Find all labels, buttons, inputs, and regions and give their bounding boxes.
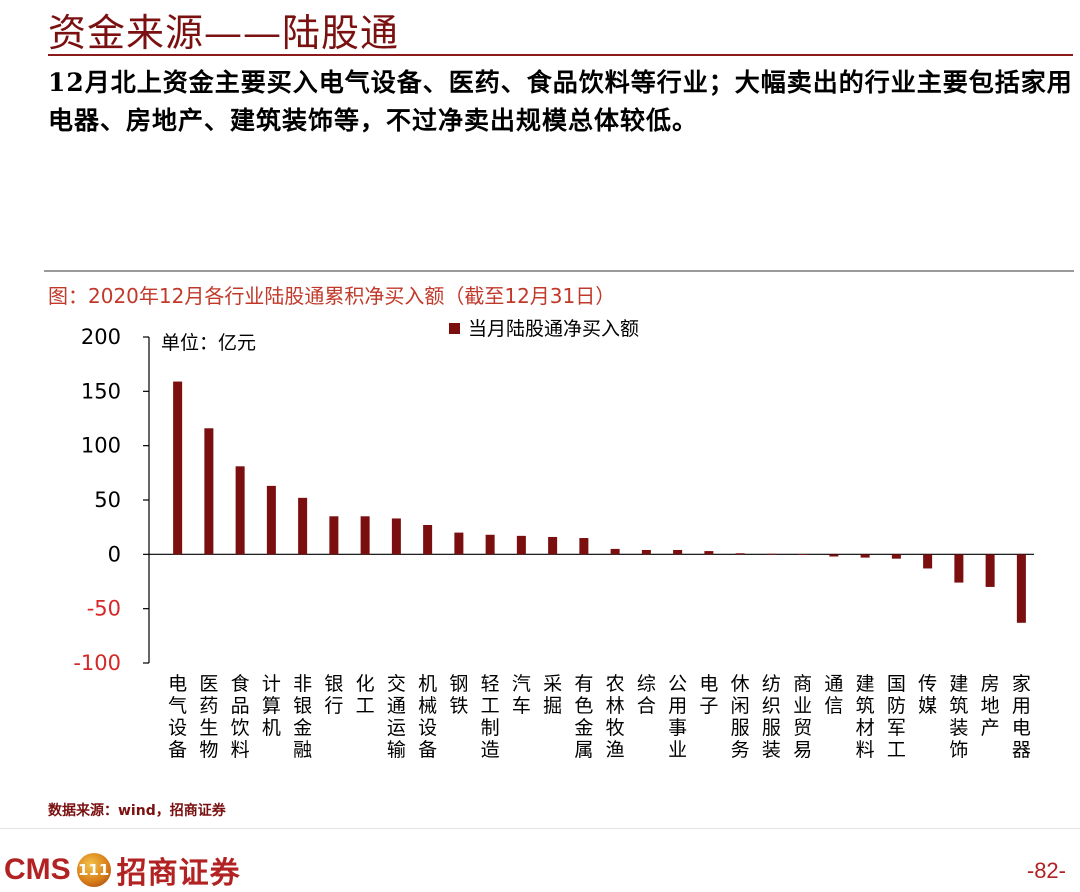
x-tick-label: 医药生物	[199, 673, 218, 761]
bar	[891, 554, 901, 559]
x-tick-label: 公用事业	[668, 673, 687, 761]
x-tick-label: 食品饮料	[231, 673, 250, 761]
bar	[485, 534, 495, 555]
x-tick-label: 银行	[324, 673, 343, 717]
logo-cms-text: CMS	[4, 853, 71, 886]
company-logo: CMS 111 招商证券	[4, 848, 241, 892]
x-tick-label: 电子	[699, 673, 718, 717]
x-tick-label: 轻工制造	[481, 673, 500, 761]
footer-divider	[0, 828, 1080, 829]
x-axis-labels: 电气设备医药生物食品饮料计算机非银金融银行化工交通运输机械设备钢铁轻工制造汽车采…	[168, 673, 1031, 761]
bar	[954, 554, 964, 583]
x-tick-label: 钢铁	[449, 673, 468, 717]
legend-label: 当月陆股通净买入额	[468, 318, 639, 340]
x-tick-label: 采掘	[543, 673, 562, 717]
bar	[579, 538, 589, 555]
unit-label: 单位：亿元	[161, 332, 256, 354]
x-tick-label: 机械设备	[418, 673, 437, 761]
y-tick-label: 200	[81, 325, 121, 349]
page-subtitle: 12月北上资金主要买入电气设备、医药、食品饮料等行业；大幅卖出的行业主要包括家用…	[48, 68, 1073, 135]
bar-chart: 200 150 100 50 0 -50 -100 电气设备医药生物食品饮料计算机非银金融银…	[73, 318, 1034, 761]
x-tick-label: 房地产	[981, 673, 1000, 739]
bar	[1016, 554, 1026, 623]
x-tick-label: 有色金属	[574, 673, 593, 761]
bar	[298, 497, 308, 555]
bar	[329, 516, 339, 555]
x-tick-label: 传媒	[918, 673, 937, 717]
data-source: 数据来源：wind，招商证券	[48, 803, 226, 819]
bar	[798, 554, 808, 555]
bars	[149, 381, 1034, 623]
logo-emblem-icon: 111	[76, 853, 111, 887]
bar	[235, 466, 245, 555]
bar	[610, 548, 620, 555]
y-tick-label: 0	[108, 542, 121, 566]
bar	[360, 516, 370, 555]
x-tick-label: 建筑材料	[856, 673, 875, 761]
x-tick-label: 非银金融	[293, 673, 312, 761]
bar	[860, 554, 870, 558]
x-tick-label: 化工	[356, 673, 375, 717]
bar	[766, 553, 776, 555]
bar	[923, 554, 933, 569]
bar	[735, 553, 745, 555]
x-tick-label: 综合	[637, 673, 656, 717]
x-tick-label: 休闲服务	[731, 673, 750, 761]
page-number: -82-	[1026, 858, 1066, 883]
x-tick-label: 通信	[824, 673, 843, 717]
chart-top-rule	[44, 270, 1074, 272]
page-title: 资金来源——陆股通	[48, 11, 400, 55]
bar	[391, 518, 401, 555]
y-tick-label: 50	[94, 488, 121, 512]
y-tick-label: 100	[81, 434, 121, 458]
x-tick-label: 纺织服装	[762, 673, 781, 761]
legend-swatch	[449, 323, 460, 334]
x-tick-label: 建筑装饰	[949, 673, 968, 761]
bar	[829, 554, 839, 557]
x-tick-label: 电气设备	[168, 673, 187, 761]
bar	[641, 549, 651, 555]
bar	[516, 535, 526, 555]
y-tick-label: -100	[73, 651, 121, 675]
bar	[673, 549, 683, 555]
y-axis: 200 150 100 50 0 -50 -100	[73, 325, 150, 675]
bar	[266, 485, 276, 555]
logo-company-name: 招商证券	[116, 856, 241, 891]
bar	[204, 428, 214, 555]
x-tick-label: 国防军工	[887, 673, 906, 761]
chart-caption: 图：2020年12月各行业陆股通累积净买入额（截至12月31日）	[48, 284, 616, 308]
bar	[704, 551, 714, 555]
bar	[454, 532, 464, 555]
bar	[173, 381, 183, 555]
x-tick-label: 计算机	[262, 673, 281, 739]
x-tick-label: 家用电器	[1012, 673, 1031, 761]
x-tick-label: 汽车	[512, 673, 531, 717]
bar	[423, 524, 433, 555]
x-tick-label: 农林牧渔	[606, 673, 625, 761]
y-tick-label: -50	[87, 597, 121, 621]
bar	[985, 554, 995, 587]
x-tick-label: 交通运输	[387, 673, 406, 761]
x-tick-label: 商业贸易	[793, 673, 812, 761]
bar	[548, 536, 558, 555]
y-tick-label: 150	[81, 379, 121, 403]
title-divider	[48, 54, 1073, 56]
